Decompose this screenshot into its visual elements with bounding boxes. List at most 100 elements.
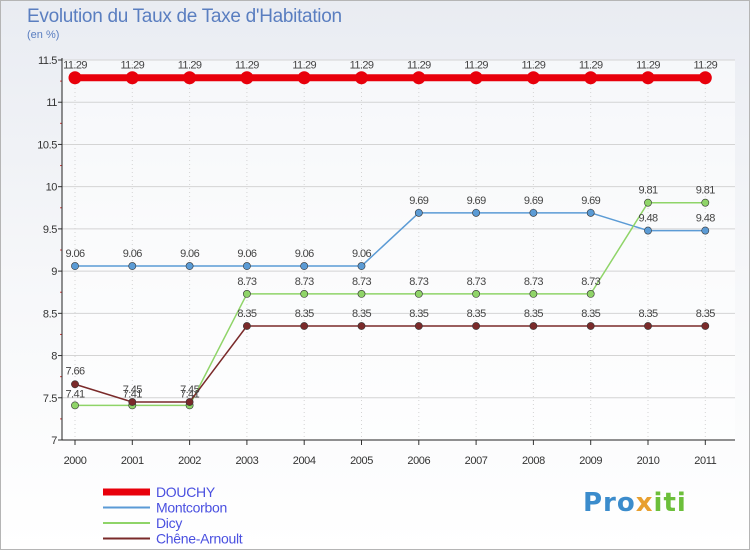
- y-tick-label: 10: [46, 182, 58, 194]
- y-tick-label: 8: [51, 351, 57, 363]
- data-point: [71, 401, 79, 410]
- legend-label: Montcorbon: [156, 500, 227, 516]
- y-tick-label: 7: [51, 435, 57, 447]
- data-point: [297, 71, 311, 85]
- data-point: [701, 226, 710, 235]
- data-point: [183, 71, 197, 85]
- data-point: [414, 290, 423, 298]
- plot-area: [62, 60, 735, 440]
- data-label: 8.73: [524, 276, 543, 288]
- data-point: [701, 322, 710, 330]
- data-label: 8.35: [409, 308, 428, 320]
- y-tick-label: 7.5: [43, 393, 57, 405]
- x-tick-label: 2009: [579, 455, 602, 467]
- data-point: [586, 208, 595, 217]
- data-point: [357, 290, 366, 298]
- data-label: 11.29: [636, 60, 660, 72]
- data-point: [128, 398, 137, 406]
- data-label: 9.69: [581, 195, 600, 207]
- data-label: 11.29: [579, 60, 603, 72]
- data-label: 7.41: [123, 388, 142, 400]
- data-label: 7.41: [65, 388, 84, 400]
- data-label: 8.73: [581, 276, 600, 288]
- x-tick-label: 2008: [522, 455, 545, 467]
- data-point: [240, 71, 254, 85]
- data-label: 11.29: [693, 60, 717, 72]
- data-label: 9.69: [524, 195, 543, 207]
- y-tick-label: 9: [51, 266, 57, 278]
- data-label: 7.41: [180, 388, 199, 400]
- data-label: 8.35: [638, 308, 657, 320]
- series-line-dicy: [75, 201, 706, 407]
- data-point: [584, 71, 598, 85]
- legend-label: DOUCHY: [156, 484, 216, 500]
- data-label: 9.69: [409, 195, 428, 207]
- data-point: [128, 262, 137, 270]
- data-label: 11.29: [235, 60, 259, 72]
- legend-label: Chêne-Arnoult: [156, 531, 243, 547]
- data-point: [185, 398, 194, 406]
- data-label: 7.66: [65, 365, 84, 377]
- x-tick-label: 2002: [178, 455, 201, 467]
- data-label: 8.73: [467, 276, 486, 288]
- x-tick-label: 2010: [637, 455, 660, 467]
- data-label: 8.73: [237, 276, 256, 288]
- data-point: [242, 322, 251, 330]
- data-label: 11.29: [522, 60, 546, 72]
- data-label: 8.35: [467, 308, 486, 320]
- data-label: 9.69: [467, 195, 486, 207]
- data-point: [185, 262, 194, 270]
- data-label: 11.29: [464, 60, 488, 72]
- series-layer: [68, 71, 712, 410]
- data-label: 9.48: [696, 213, 715, 225]
- y-tick-label: 11.5: [38, 55, 57, 67]
- data-label: 7.45: [123, 384, 142, 396]
- data-point: [412, 71, 426, 85]
- data-label: 8.73: [409, 276, 428, 288]
- data-point: [242, 290, 251, 298]
- x-tick-label: 2000: [64, 455, 87, 467]
- data-label: 8.35: [295, 308, 314, 320]
- x-tick-label: 2001: [121, 455, 144, 467]
- data-label: 8.35: [696, 308, 715, 320]
- data-point: [357, 322, 366, 330]
- data-point: [242, 262, 251, 270]
- y-tick-label: 9.5: [43, 224, 57, 236]
- data-point: [472, 322, 480, 330]
- data-point: [414, 322, 423, 330]
- data-point: [644, 322, 652, 330]
- data-label: 9.06: [237, 248, 256, 260]
- data-label: 8.73: [295, 276, 314, 288]
- data-point: [529, 322, 538, 330]
- data-label: 9.81: [696, 185, 715, 197]
- x-tick-label: 2006: [407, 455, 430, 467]
- data-label: 9.06: [65, 248, 84, 260]
- x-tick-label: 2003: [235, 455, 258, 467]
- y-tick-label: 8.5: [43, 308, 57, 320]
- y-tick-label: 10.5: [37, 139, 57, 151]
- data-point: [472, 208, 480, 217]
- proxiti-logo: Proxiti: [583, 488, 687, 518]
- series-line-montcorbon: [75, 212, 706, 267]
- x-tick-label: 2005: [350, 455, 373, 467]
- data-label: 7.45: [180, 384, 199, 396]
- data-point: [355, 71, 368, 85]
- data-point: [526, 71, 540, 85]
- data-label: 9.06: [352, 248, 371, 260]
- data-point: [71, 262, 79, 270]
- data-point: [472, 290, 480, 298]
- data-point: [300, 322, 309, 330]
- chart-unit: (en %): [27, 29, 60, 41]
- x-tick-label: 2007: [465, 455, 488, 467]
- data-point: [529, 290, 538, 298]
- data-point: [300, 290, 309, 298]
- data-point: [701, 198, 710, 207]
- data-label: 11.29: [292, 60, 316, 72]
- data-label: 9.81: [638, 185, 657, 197]
- data-point: [641, 71, 655, 85]
- data-label: 8.35: [581, 308, 600, 320]
- data-point: [71, 380, 79, 389]
- data-point: [469, 71, 483, 85]
- data-label: 11.29: [350, 60, 374, 72]
